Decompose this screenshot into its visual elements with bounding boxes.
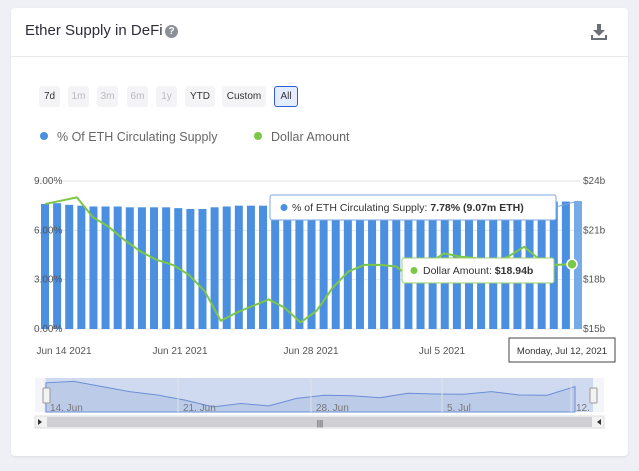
legend-marker-bar	[40, 132, 48, 140]
scroll-left-arrow-icon[interactable]	[38, 419, 42, 425]
bar[interactable]	[246, 205, 255, 329]
tooltip-dollar-text: Dollar Amount: $18.94b	[423, 265, 533, 277]
legend-label-dollar-amount: Dollar Amount	[271, 130, 350, 144]
legend-label-percent-supply: % Of ETH Circulating Supply	[57, 130, 218, 144]
range-button-all[interactable]: All	[274, 86, 298, 107]
bar[interactable]	[368, 204, 377, 329]
navigator-tick-label: 5. Jul	[447, 403, 471, 414]
bar[interactable]	[574, 201, 582, 329]
x-tick-label: Jun 14 2021	[36, 346, 91, 357]
y-right-tick-label: $24b	[583, 176, 606, 187]
y-left-tick-label: 3.00%	[34, 275, 62, 286]
tooltip-percent-marker	[280, 204, 288, 211]
range-button-ytd[interactable]: YTD	[185, 86, 215, 107]
bar[interactable]	[283, 205, 292, 329]
bar[interactable]	[343, 204, 352, 329]
y-left-tick-label: 6.00%	[34, 225, 62, 236]
bar[interactable]	[234, 205, 243, 329]
bar[interactable]	[113, 206, 122, 329]
legend-marker-line	[254, 132, 262, 140]
dollar-amount-point[interactable]	[566, 258, 578, 270]
bar[interactable]	[259, 205, 268, 329]
y-right-tick-label: $18b	[583, 275, 606, 286]
tooltip-percent	[269, 194, 557, 221]
bar[interactable]	[137, 207, 146, 329]
bar[interactable]	[198, 208, 207, 329]
bar[interactable]	[41, 204, 49, 329]
bar[interactable]	[380, 204, 389, 329]
range-button-custom[interactable]: Custom	[222, 86, 266, 107]
tooltip-percent-text: % of ETH Circulating Supply: 7.78% (9.07…	[292, 202, 524, 214]
bar[interactable]	[307, 205, 316, 329]
tooltip-date-text: Monday, Jul 12, 2021	[517, 346, 607, 357]
range-button-1m[interactable]: 1m	[68, 86, 89, 107]
bar[interactable]	[271, 205, 280, 329]
card-title: Ether Supply in DeFi	[25, 22, 163, 39]
bar[interactable]	[150, 207, 159, 329]
scrollbar-grip-icon[interactable]: |||	[317, 419, 323, 428]
tooltip-date	[508, 337, 616, 363]
range-button-1y[interactable]: 1y	[156, 86, 177, 107]
card-header: Ether Supply in DeFi ?	[11, 8, 628, 57]
y-right-tick-label: $15b	[583, 324, 606, 335]
tooltip-dollar-marker	[410, 267, 418, 274]
bar[interactable]	[162, 207, 171, 329]
legend-item-dollar-amount[interactable]: Dollar Amount	[254, 130, 350, 144]
bar[interactable]	[77, 205, 86, 329]
tooltip-dollar	[401, 257, 555, 284]
bar[interactable]	[101, 206, 110, 329]
bar[interactable]	[210, 207, 219, 329]
navigator-tick-label: 28. Jun	[316, 403, 349, 414]
bar[interactable]	[222, 206, 231, 329]
range-button-3m[interactable]: 3m	[97, 86, 118, 107]
range-button-6m[interactable]: 6m	[127, 86, 148, 107]
bar[interactable]	[125, 207, 134, 329]
navigator-tick-label: 12.	[576, 403, 590, 414]
scrollbar-thumb[interactable]	[47, 417, 592, 427]
y-left-tick-label: 0.00%	[34, 324, 62, 335]
x-tick-label: Jul 5 2021	[419, 346, 466, 357]
navigator-handle-right[interactable]	[589, 387, 598, 404]
bar[interactable]	[53, 203, 62, 329]
range-button-7d[interactable]: 7d	[39, 86, 60, 107]
navigator-tick-label: 14. Jun	[50, 403, 83, 414]
bar[interactable]	[186, 208, 195, 329]
bar[interactable]	[295, 205, 304, 329]
x-tick-label: Jun 21 2021	[152, 346, 207, 357]
x-tick-label: Jun 28 2021	[283, 346, 338, 357]
download-icon[interactable]	[590, 23, 608, 41]
legend-item-percent-supply[interactable]: % Of ETH Circulating Supply	[40, 130, 217, 144]
bar[interactable]	[89, 206, 98, 329]
tooltip-percent-connector	[555, 200, 579, 208]
bar[interactable]	[319, 204, 328, 329]
y-left-tick-label: 9.00%	[34, 176, 62, 187]
scroll-right-arrow-icon[interactable]	[597, 419, 601, 425]
navigator-tick-label: 21. Jun	[183, 403, 216, 414]
navigator-handle-left[interactable]	[42, 387, 51, 404]
bar[interactable]	[331, 204, 340, 329]
y-right-tick-label: $21b	[583, 225, 606, 236]
bar[interactable]	[65, 204, 74, 329]
question-circle-icon[interactable]: ?	[165, 25, 178, 38]
